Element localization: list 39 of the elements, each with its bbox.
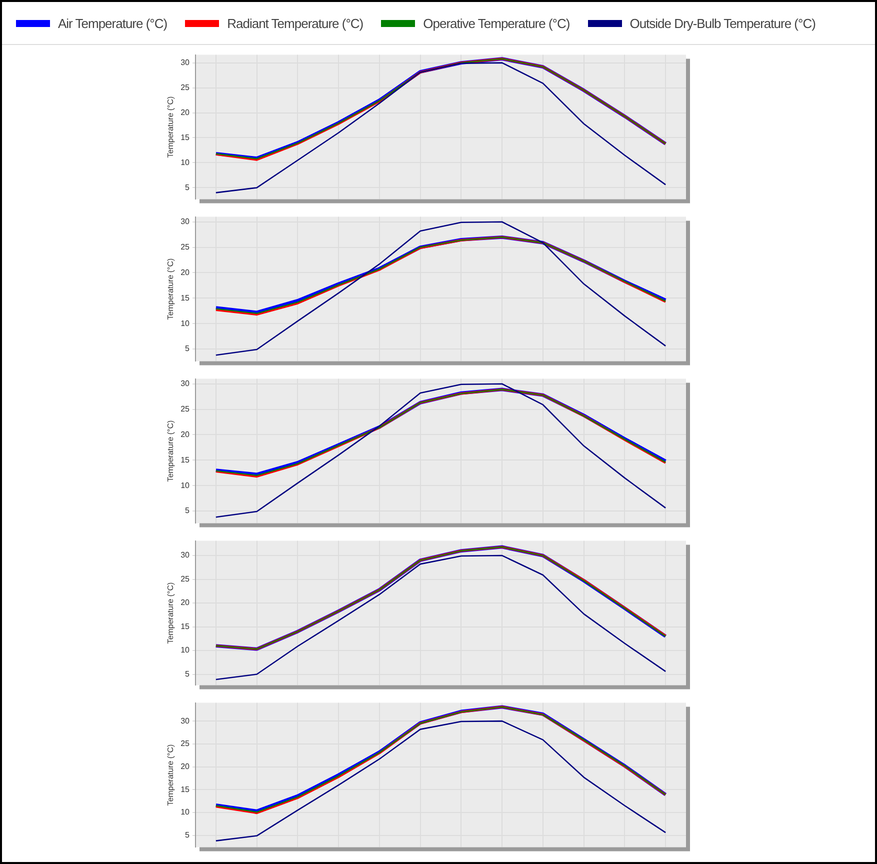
y-tick-label: 15: [180, 784, 190, 794]
legend-label: Outside Dry-Bulb Temperature (°C): [630, 16, 816, 30]
y-axis-title: Temperature (°C): [166, 258, 176, 320]
y-tick-label: 30: [180, 550, 190, 560]
y-tick-label: 25: [180, 739, 190, 748]
y-tick-label: 20: [180, 598, 190, 608]
y-axis-title: Temperature (°C): [166, 96, 176, 158]
y-tick-label: 10: [180, 808, 190, 817]
y-tick-label: 20: [180, 762, 190, 771]
y-tick-label: 15: [180, 293, 190, 302]
y-tick-label: 30: [180, 58, 190, 67]
y-tick-label: 30: [180, 217, 190, 226]
y-tick-label: 25: [180, 82, 190, 92]
y-axis-title: Temperature (°C): [166, 582, 176, 644]
y-tick-label: 5: [185, 344, 190, 354]
y-tick-label: 25: [180, 574, 190, 584]
y-tick-label: 20: [180, 108, 190, 117]
y-tick-label: 10: [180, 480, 190, 490]
y-tick-label: 5: [185, 830, 190, 840]
y-tick-label: 10: [180, 158, 190, 167]
y-tick-label: 30: [180, 716, 190, 726]
legend-label: Radiant Temperature (°C): [227, 16, 364, 30]
y-tick-label: 15: [180, 455, 190, 464]
legend-label: Air Temperature (°C): [58, 16, 168, 30]
y-tick-label: 25: [180, 242, 190, 252]
y-tick-label: 20: [180, 430, 190, 439]
y-tick-label: 10: [180, 318, 190, 328]
y-tick-label: 20: [180, 268, 190, 277]
y-tick-label: 15: [180, 132, 190, 142]
y-tick-label: 15: [180, 622, 190, 631]
y-tick-label: 10: [180, 646, 190, 655]
y-axis-title: Temperature (°C): [166, 744, 176, 806]
y-tick-label: 5: [185, 182, 190, 192]
y-tick-label: 30: [180, 379, 190, 388]
y-axis-title: Temperature (°C): [166, 420, 176, 482]
legend-label: Operative Temperature (°C): [423, 16, 570, 30]
y-tick-label: 5: [185, 506, 190, 516]
y-tick-label: 5: [185, 669, 190, 678]
y-tick-label: 25: [180, 404, 190, 414]
